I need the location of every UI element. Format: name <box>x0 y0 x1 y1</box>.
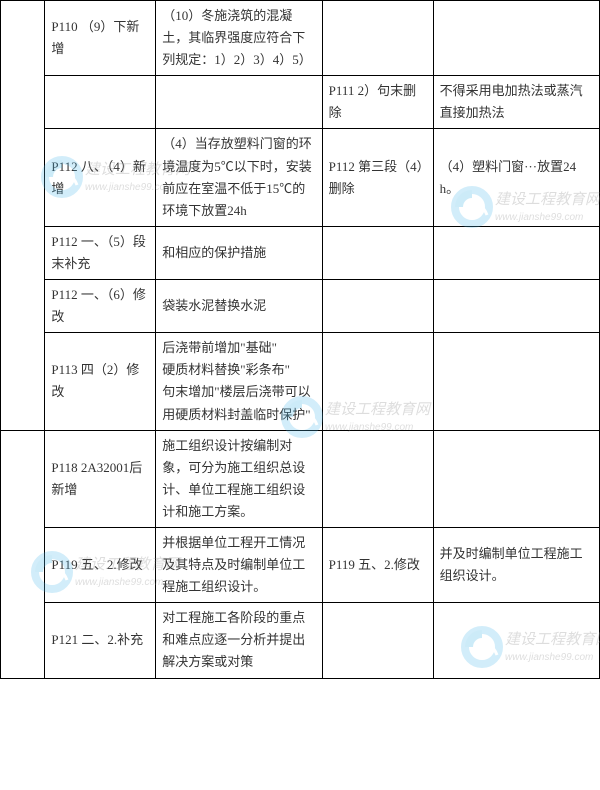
document-table: P110 （9）下新增（10）冬施浇筑的混凝土，其临界强度应符合下列规定：1）2… <box>0 0 600 679</box>
cell: P113 四（2）修改 <box>45 333 156 430</box>
table-row: P119 五、2.修改并根据单位工程开工情况及其特点及时编制单位工程施工组织设计… <box>1 527 600 602</box>
cell: 和相应的保护措施 <box>156 226 322 279</box>
table-row: P111 2）句末删除不得采用电加热法或蒸汽直接加热法 <box>1 76 600 129</box>
cell <box>433 1 599 76</box>
cell: P110 （9）下新增 <box>45 1 156 76</box>
cell: P112 一、（6）修改 <box>45 280 156 333</box>
cell <box>322 1 433 76</box>
table-row: P112 一、（5）段末补充和相应的保护措施 <box>1 226 600 279</box>
cell <box>433 226 599 279</box>
cell <box>433 333 599 430</box>
cell <box>433 603 599 678</box>
cell: P112 一、（5）段末补充 <box>45 226 156 279</box>
cell <box>322 430 433 527</box>
cell: 不得采用电加热法或蒸汽直接加热法 <box>433 76 599 129</box>
table-row: P112 一、（6）修改袋装水泥替换水泥 <box>1 280 600 333</box>
cell <box>45 76 156 129</box>
table-row: P110 （9）下新增（10）冬施浇筑的混凝土，其临界强度应符合下列规定：1）2… <box>1 1 600 76</box>
table-row: P113 四（2）修改后浇带前增加"基础"硬质材料替换"彩条布"句末增加"楼层后… <box>1 333 600 430</box>
cell: 袋装水泥替换水泥 <box>156 280 322 333</box>
cell: P112 第三段（4）删除 <box>322 129 433 226</box>
cell <box>322 226 433 279</box>
cell: 施工组织设计按编制对象，可分为施工组织总设计、单位工程施工组织设计和施工方案。 <box>156 430 322 527</box>
cell <box>433 430 599 527</box>
cell: （4）当存放塑料门窗的环境温度为5℃以下时，安装前应在室温不低于15℃的环境下放… <box>156 129 322 226</box>
table-row: P118 2A32001后新增施工组织设计按编制对象，可分为施工组织总设计、单位… <box>1 430 600 527</box>
cell: （4）塑料门窗···放置24h。 <box>433 129 599 226</box>
cell: 并根据单位工程开工情况及其特点及时编制单位工程施工组织设计。 <box>156 527 322 602</box>
cell: P119 五、2.修改 <box>322 527 433 602</box>
cell-group <box>1 1 45 431</box>
table-row: P121 二、2.补充对工程施工各阶段的重点和难点应逐一分析并提出解决方案或对策 <box>1 603 600 678</box>
cell: P118 2A32001后新增 <box>45 430 156 527</box>
cell-group <box>1 430 45 678</box>
cell: 并及时编制单位工程施工组织设计。 <box>433 527 599 602</box>
cell: P119 五、2.修改 <box>45 527 156 602</box>
cell <box>156 76 322 129</box>
cell <box>322 280 433 333</box>
cell: 后浇带前增加"基础"硬质材料替换"彩条布"句末增加"楼层后浇带可以用硬质材料封盖… <box>156 333 322 430</box>
cell: （10）冬施浇筑的混凝土，其临界强度应符合下列规定：1）2）3）4）5） <box>156 1 322 76</box>
cell: P111 2）句末删除 <box>322 76 433 129</box>
cell: 对工程施工各阶段的重点和难点应逐一分析并提出解决方案或对策 <box>156 603 322 678</box>
cell: P112 八、（4）新增 <box>45 129 156 226</box>
cell: P121 二、2.补充 <box>45 603 156 678</box>
table-row: P112 八、（4）新增（4）当存放塑料门窗的环境温度为5℃以下时，安装前应在室… <box>1 129 600 226</box>
cell <box>322 603 433 678</box>
cell <box>433 280 599 333</box>
cell <box>322 333 433 430</box>
